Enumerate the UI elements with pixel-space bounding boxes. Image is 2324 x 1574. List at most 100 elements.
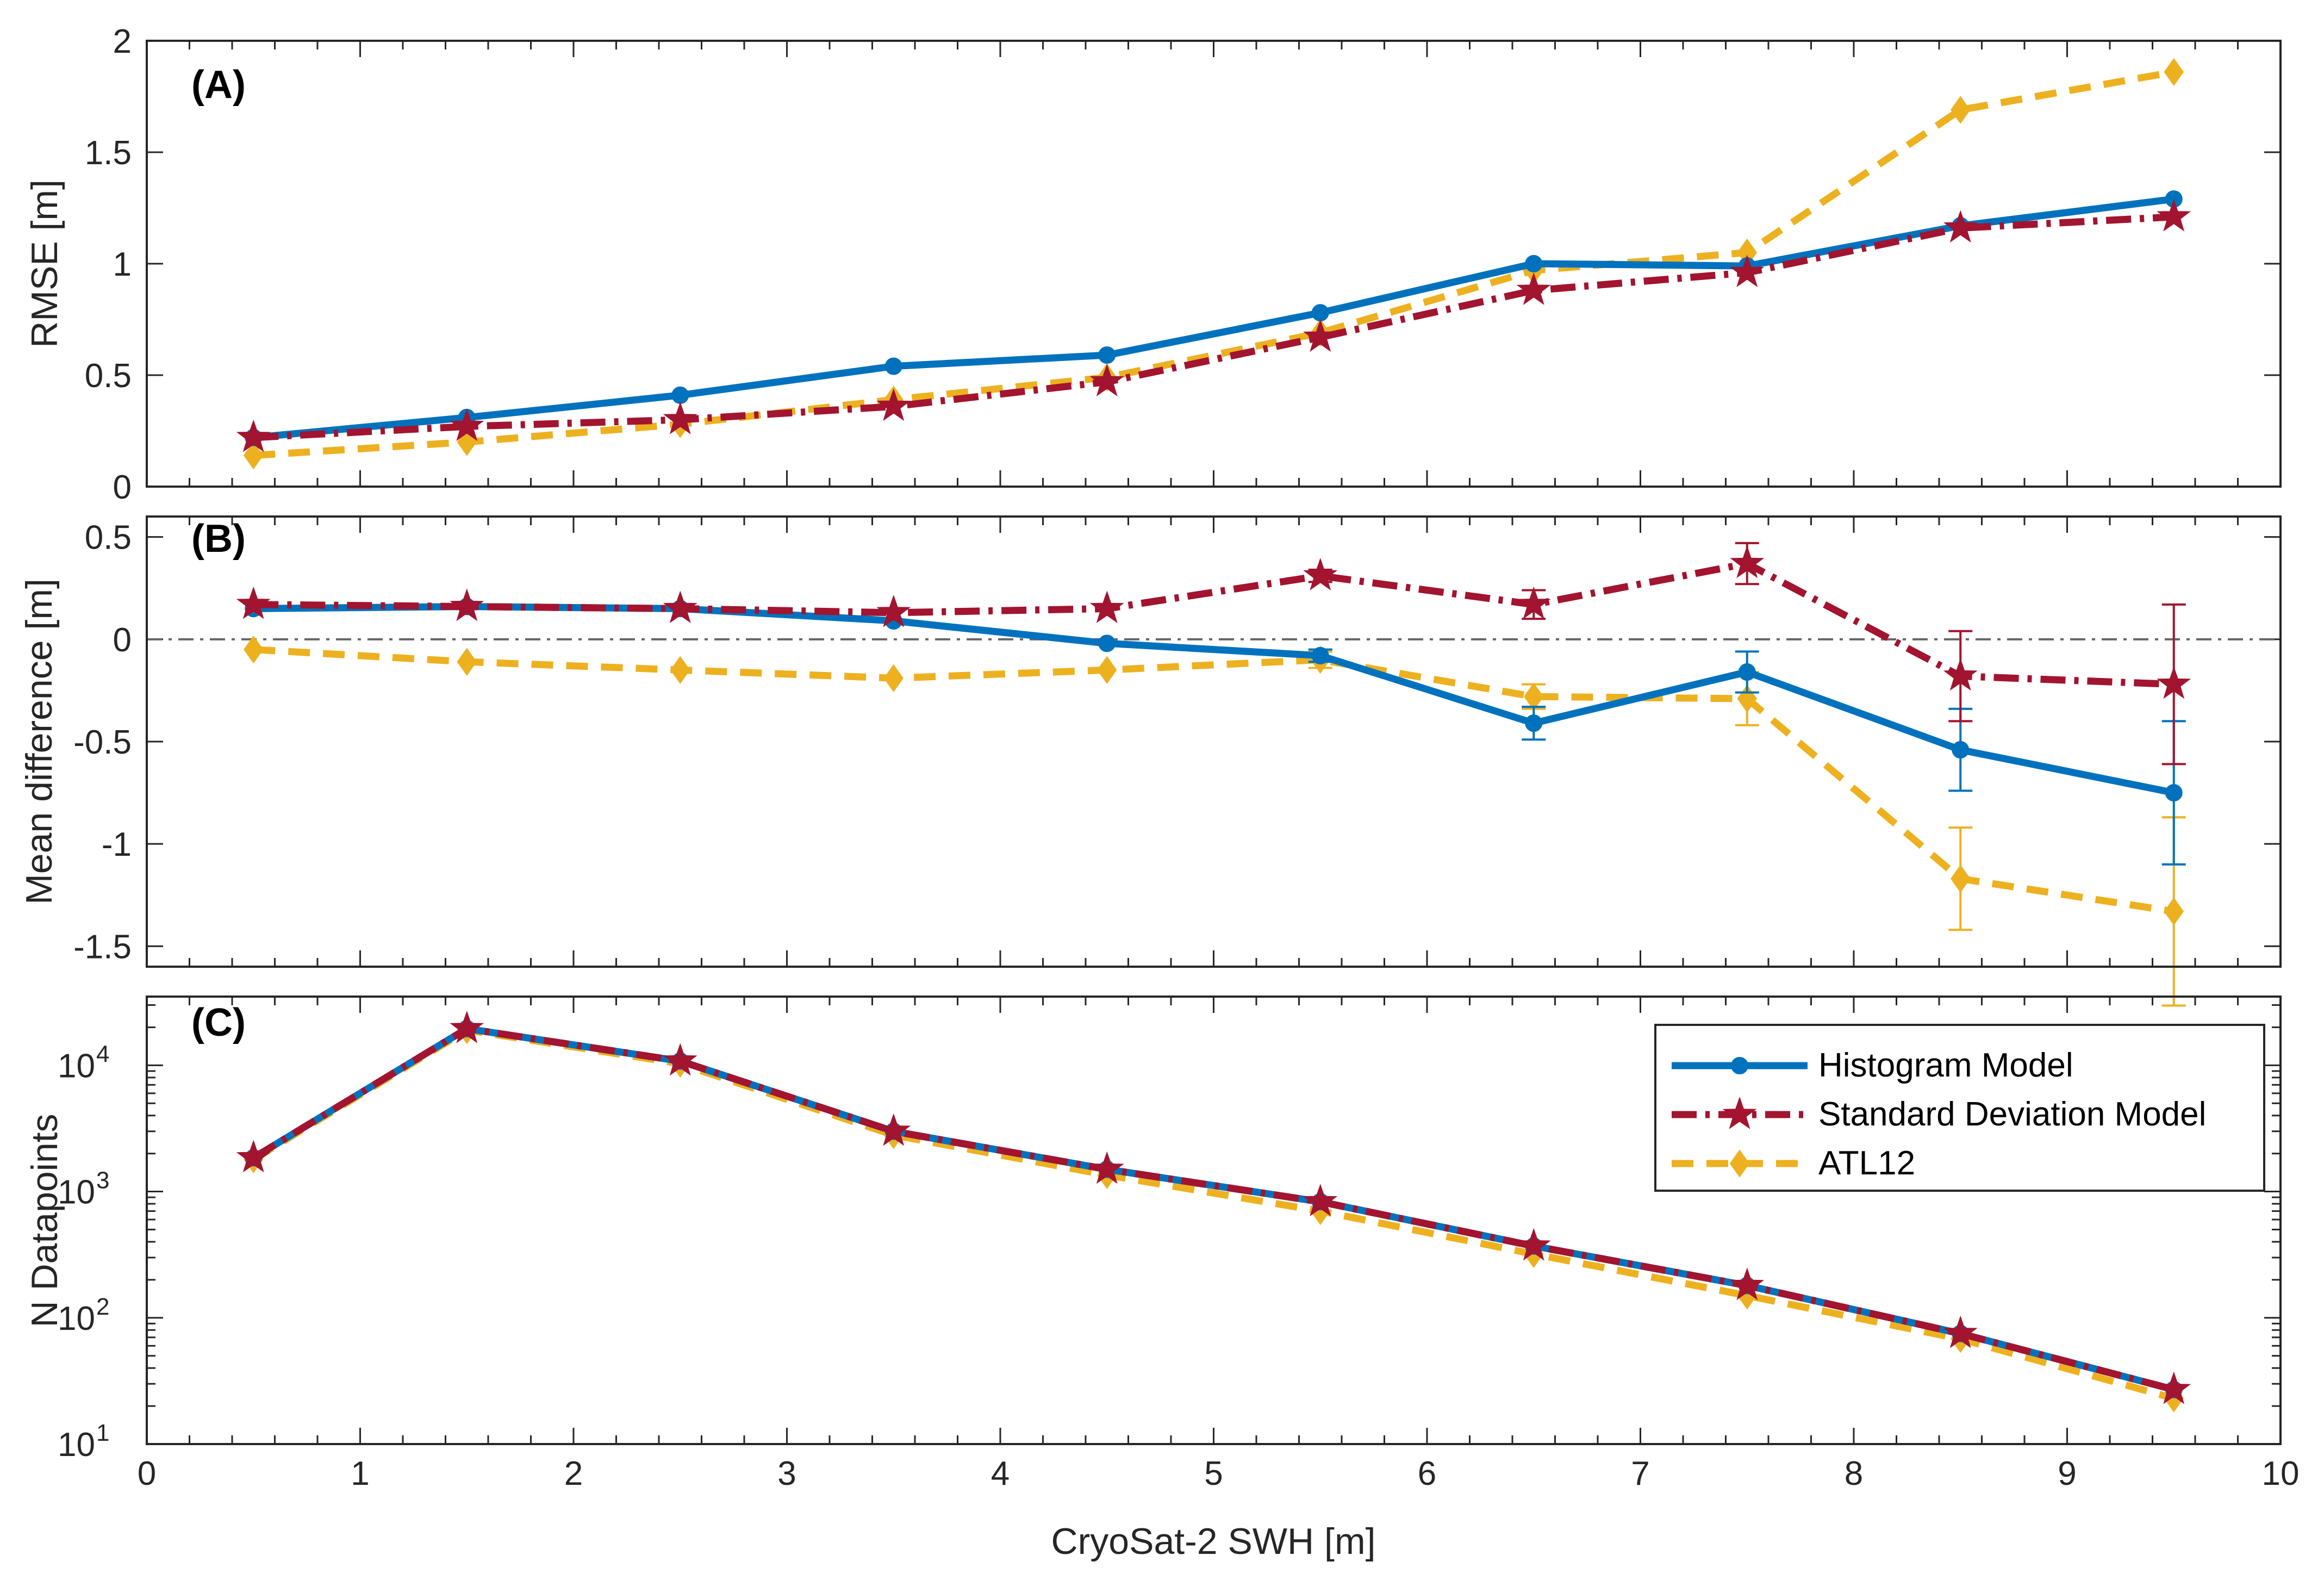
data-point-histogram: [1952, 741, 1970, 759]
y-tick-label: 10: [58, 1426, 95, 1464]
data-point-std: [876, 1113, 911, 1146]
legend-label-std: Standard Deviation Model: [1818, 1096, 2206, 1133]
data-point-std: [1730, 254, 1765, 288]
y-tick-label: 1: [113, 246, 132, 283]
data-point-atl12: [2164, 897, 2184, 926]
data-point-std: [663, 1043, 697, 1076]
y-tick-label: 10: [58, 1047, 95, 1085]
panel-b-frame: [146, 515, 2282, 968]
legend-swatch-marker-histogram: [1731, 1057, 1748, 1074]
panel-c-tag: (C): [191, 1001, 246, 1044]
data-point-histogram: [1525, 255, 1543, 272]
data-point-atl12: [670, 656, 690, 685]
panel-a-tag: (A): [191, 63, 246, 107]
x-tick-label: 2: [564, 1455, 583, 1492]
data-point-std: [2157, 666, 2191, 699]
y-tick-exponent: 3: [96, 1167, 109, 1194]
data-point-std: [450, 1010, 484, 1043]
series-line-atl12: [253, 69, 2175, 459]
data-point-std: [663, 401, 697, 434]
data-point-std: [450, 408, 484, 441]
panel-b-tag: (B): [191, 517, 246, 561]
panel-a-rmse: 0 0.5 1 1.5 2 (A) RMSE [m]: [24, 23, 2282, 506]
x-tick-label: 0: [138, 1455, 156, 1492]
x-tick-label: 9: [2058, 1455, 2076, 1492]
data-point-std: [1943, 210, 1978, 243]
data-point-std: [450, 588, 484, 621]
series-line-atl12: [253, 646, 2175, 915]
y-tick-label: 10: [58, 1174, 95, 1211]
x-tick-label: 3: [777, 1455, 796, 1492]
data-point-std: [1089, 590, 1124, 624]
y-tick-exponent: 2: [96, 1293, 109, 1320]
data-point-std: [1089, 364, 1124, 397]
data-point-histogram: [1738, 663, 1756, 681]
data-point-atl12: [1951, 96, 1971, 124]
x-axis-label: CryoSat-2 SWH [m]: [1051, 1521, 1376, 1562]
y-tick-label: 0.5: [85, 357, 132, 395]
x-tick-label: 7: [1631, 1455, 1649, 1492]
y-tick-label: -1.5: [73, 928, 132, 966]
x-tick-label: 4: [991, 1455, 1010, 1492]
series-std-panel-c: [236, 1010, 2191, 1404]
panel-a-frame: [146, 40, 2282, 488]
data-point-std: [2157, 198, 2191, 232]
x-tick-label: 6: [1418, 1455, 1436, 1492]
data-point-std: [236, 419, 271, 452]
y-tick-label: 2: [113, 23, 132, 60]
legend: Histogram Model Standard Deviation Model…: [1654, 1024, 2265, 1192]
data-point-std: [1303, 558, 1338, 590]
legend-label-histogram: Histogram Model: [1818, 1047, 2073, 1084]
series-std-panel-b: [236, 542, 2191, 766]
data-point-histogram: [2165, 784, 2183, 802]
data-point-std: [1730, 545, 1765, 578]
data-point-atl12: [244, 441, 264, 470]
data-point-atl12: [1097, 656, 1117, 685]
panel-a-ylabel: RMSE [m]: [24, 179, 65, 348]
data-point-std: [1516, 1228, 1551, 1261]
y-tick-exponent: 4: [96, 1041, 109, 1067]
legend-label-atl12: ATL12: [1818, 1144, 1915, 1182]
x-tick-label: 10: [2262, 1455, 2300, 1492]
data-point-atl12: [883, 664, 904, 693]
legend-swatch-marker-std: [1722, 1096, 1757, 1129]
data-point-histogram: [1311, 646, 1329, 664]
y-tick-label: 10: [58, 1300, 95, 1337]
data-point-histogram: [1098, 634, 1116, 652]
data-point-atl12: [244, 635, 264, 664]
data-point-atl12: [1951, 864, 1971, 893]
y-tick-label: 1.5: [85, 134, 132, 172]
legend-swatch-marker-atl12: [1729, 1149, 1750, 1178]
data-point-histogram: [1525, 714, 1543, 732]
series-std-panel-a: [236, 198, 2191, 452]
data-point-histogram: [1311, 304, 1329, 322]
panel-b-mean-difference: -1.5 -1 -0.5 0 0.5 (B) Mean difference [m]: [18, 515, 2282, 1007]
data-point-std: [2157, 1371, 2191, 1404]
data-point-std: [876, 594, 911, 627]
y-tick-label: 0.5: [85, 519, 132, 557]
data-point-std: [1730, 1267, 1765, 1301]
y-tick-exponent: 1: [96, 1420, 109, 1446]
panel-c-ylabel: N Datapoints: [24, 1113, 65, 1327]
data-point-std: [1943, 658, 1978, 691]
data-point-std: [1303, 1184, 1338, 1217]
panel-b-ylabel: Mean difference [m]: [18, 578, 60, 905]
series-line-histogram: [251, 1025, 2175, 1393]
panel-b-plot-area: -1.5 -1 -0.5 0 0.5: [73, 517, 2282, 1007]
data-point-std: [236, 1140, 271, 1173]
data-point-atl12: [2164, 58, 2184, 86]
data-point-std: [1089, 1151, 1124, 1184]
panel-a-plot-area: 0 0.5 1 1.5 2: [85, 23, 2282, 506]
y-tick-label: -1: [102, 826, 132, 863]
x-tick-label: 8: [1845, 1455, 1863, 1492]
data-point-std: [236, 586, 271, 619]
data-point-atl12: [457, 648, 477, 676]
data-point-histogram: [1098, 346, 1116, 364]
data-point-histogram: [884, 357, 902, 375]
series-line-histogram: [253, 195, 2175, 441]
data-point-std: [1516, 586, 1551, 619]
y-tick-label: 0: [113, 621, 132, 659]
